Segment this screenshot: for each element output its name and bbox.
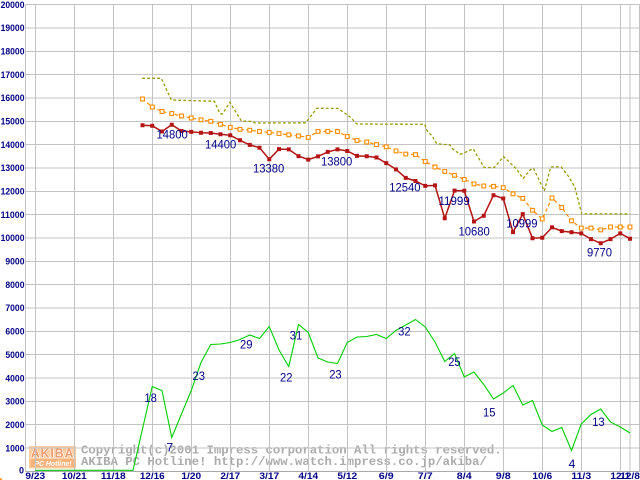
svg-text:4: 4 xyxy=(569,457,576,471)
svg-text:14000: 14000 xyxy=(1,140,25,150)
svg-text:0: 0 xyxy=(19,466,24,476)
svg-text:1000: 1000 xyxy=(5,443,24,453)
svg-text:3000: 3000 xyxy=(5,397,24,407)
svg-text:9/23: 9/23 xyxy=(25,471,45,480)
svg-text:11/18: 11/18 xyxy=(101,471,126,480)
svg-text:5/12: 5/12 xyxy=(337,471,357,480)
svg-text:11999: 11999 xyxy=(439,194,470,208)
svg-text:9770: 9770 xyxy=(587,245,612,259)
svg-text:13: 13 xyxy=(592,415,605,429)
svg-text:8000: 8000 xyxy=(5,280,24,290)
svg-text:32: 32 xyxy=(398,324,411,338)
svg-text:7: 7 xyxy=(166,441,173,455)
svg-text:20000: 20000 xyxy=(1,0,25,10)
svg-text:19000: 19000 xyxy=(1,23,25,33)
svg-text:14400: 14400 xyxy=(205,138,236,152)
svg-text:11/3: 11/3 xyxy=(571,471,591,480)
svg-text:1/20: 1/20 xyxy=(181,471,201,480)
svg-text:7/7: 7/7 xyxy=(418,471,433,480)
svg-text:9000: 9000 xyxy=(5,257,24,267)
svg-text:AKIBA: AKIBA xyxy=(31,447,75,461)
svg-text:10680: 10680 xyxy=(459,225,490,239)
svg-text:11000: 11000 xyxy=(1,210,25,220)
svg-text:31: 31 xyxy=(290,329,303,343)
svg-text:14800: 14800 xyxy=(157,128,188,142)
svg-text:15: 15 xyxy=(483,406,496,420)
svg-text:Copyright(c)2001 Impress corpo: Copyright(c)2001 Impress corporation All… xyxy=(81,444,502,458)
svg-text:3/17: 3/17 xyxy=(259,471,279,480)
svg-text:18000: 18000 xyxy=(1,47,25,57)
svg-text:6000: 6000 xyxy=(5,327,24,337)
svg-text:12540: 12540 xyxy=(389,181,420,195)
svg-text:12/1: 12/1 xyxy=(610,471,631,480)
svg-text:9/8: 9/8 xyxy=(496,471,511,480)
svg-text:13380: 13380 xyxy=(253,162,284,176)
svg-text:10/6: 10/6 xyxy=(532,471,552,480)
svg-text:4000: 4000 xyxy=(5,373,24,383)
svg-text:17000: 17000 xyxy=(1,70,25,80)
svg-text:10000: 10000 xyxy=(1,233,25,243)
svg-text:8/4: 8/4 xyxy=(457,471,473,480)
svg-text:PC Hotline!: PC Hotline! xyxy=(34,461,72,468)
svg-text:16000: 16000 xyxy=(1,93,25,103)
svg-text:25: 25 xyxy=(448,355,461,369)
svg-text:22: 22 xyxy=(280,371,293,385)
svg-text:29: 29 xyxy=(240,338,253,352)
svg-text:18: 18 xyxy=(144,391,157,405)
svg-text:23: 23 xyxy=(329,368,342,382)
svg-text:10999: 10999 xyxy=(506,217,537,231)
svg-text:10/21: 10/21 xyxy=(62,471,87,480)
svg-text:AKIBA PC Hotline! http://www.: AKIBA PC Hotline! http://www.watch.impre… xyxy=(81,455,487,469)
svg-text:4/14: 4/14 xyxy=(298,471,319,480)
svg-text:5000: 5000 xyxy=(5,350,24,360)
svg-text:2/17: 2/17 xyxy=(220,471,240,480)
svg-text:12/8: 12/8 xyxy=(620,471,640,480)
svg-text:6/9: 6/9 xyxy=(379,471,394,480)
svg-text:12000: 12000 xyxy=(1,187,25,197)
svg-text:13000: 13000 xyxy=(1,163,25,173)
svg-text:23: 23 xyxy=(193,369,206,383)
svg-text:13800: 13800 xyxy=(321,155,352,169)
svg-text:7000: 7000 xyxy=(5,303,24,313)
svg-text:2000: 2000 xyxy=(5,420,24,430)
svg-text:15000: 15000 xyxy=(1,117,25,127)
svg-text:12/16: 12/16 xyxy=(140,471,165,480)
